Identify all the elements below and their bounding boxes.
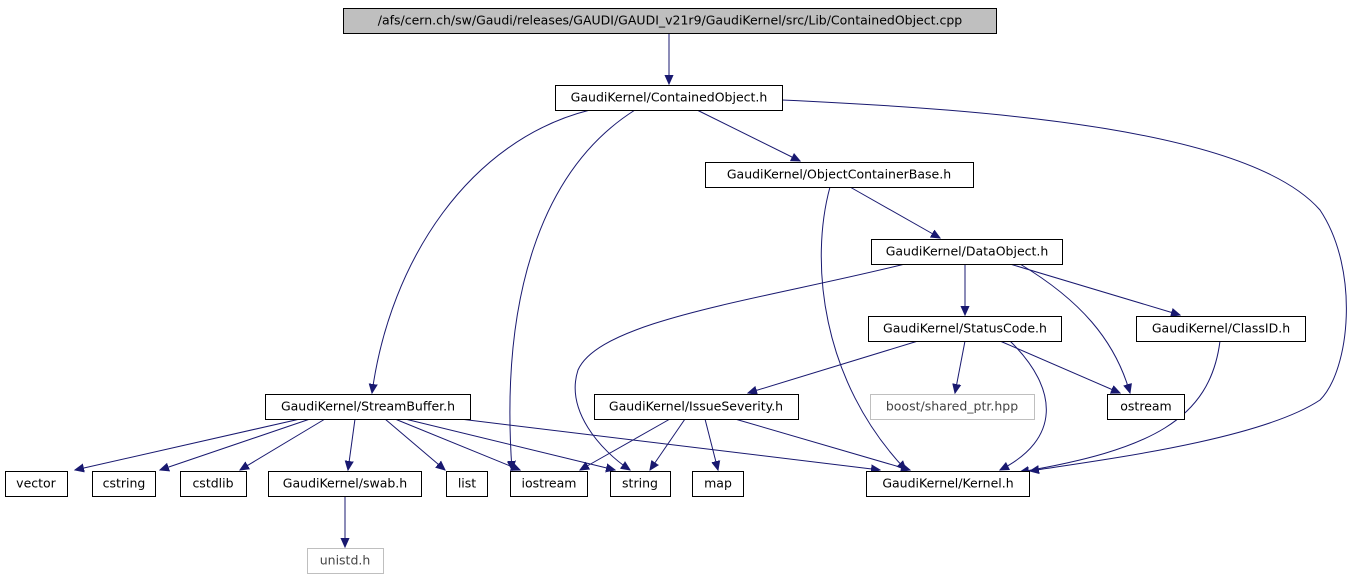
edge xyxy=(820,186,906,470)
node-box xyxy=(446,471,488,497)
node-label: list xyxy=(458,476,476,491)
node-label: string xyxy=(622,476,658,491)
node-label: unistd.h xyxy=(320,553,371,568)
node-box xyxy=(307,548,384,574)
node-label: ostream xyxy=(1120,399,1171,414)
node-box xyxy=(870,394,1035,420)
edge xyxy=(1009,263,1180,315)
edge xyxy=(510,109,636,470)
edge xyxy=(696,109,800,161)
edge xyxy=(75,418,301,470)
node-box xyxy=(510,471,588,497)
node-label: GaudiKernel/StatusCode.h xyxy=(883,321,1047,336)
edge xyxy=(1000,340,1047,470)
node-box xyxy=(594,394,799,420)
edge xyxy=(372,109,591,393)
edge xyxy=(574,263,906,470)
node-label: iostream xyxy=(522,476,577,491)
edge xyxy=(748,340,919,393)
node-label: GaudiKernel/ObjectContainerBase.h xyxy=(727,167,951,182)
node-label: GaudiKernel/Kernel.h xyxy=(882,476,1013,491)
node-box xyxy=(92,471,156,497)
node-box xyxy=(5,471,68,497)
node-label: map xyxy=(704,476,732,491)
edge xyxy=(384,418,445,470)
edge xyxy=(849,186,940,238)
node-label: GaudiKernel/ClassID.h xyxy=(1152,321,1290,336)
node-label: GaudiKernel/DataObject.h xyxy=(886,244,1049,259)
edge xyxy=(704,418,718,470)
edge xyxy=(1020,340,1221,472)
node-label: vector xyxy=(16,476,57,491)
edge xyxy=(580,418,671,470)
edge xyxy=(1019,263,1130,393)
node-box xyxy=(268,471,422,497)
node-label: GaudiKernel/swab.h xyxy=(283,476,407,491)
edge xyxy=(781,99,1347,471)
edge xyxy=(348,418,356,470)
edge xyxy=(734,418,910,470)
node-box xyxy=(1107,394,1185,420)
node-box xyxy=(868,316,1062,342)
edges xyxy=(75,33,1347,547)
node-label: GaudiKernel/IssueSeverity.h xyxy=(609,399,783,414)
node-box xyxy=(555,85,783,111)
edge xyxy=(955,340,966,393)
node-box xyxy=(180,471,247,497)
node-label: /afs/cern.ch/sw/Gaudi/releases/GAUDI/GAU… xyxy=(378,13,963,28)
nodes: /afs/cern.ch/sw/Gaudi/releases/GAUDI/GAU… xyxy=(5,8,1306,574)
node-label: cstring xyxy=(103,476,146,491)
edge xyxy=(240,418,326,470)
node-box xyxy=(610,471,671,497)
node-box xyxy=(265,394,471,420)
node-box xyxy=(705,162,974,188)
node-box xyxy=(692,471,744,497)
node-label: boost/shared_ptr.hpp xyxy=(886,399,1018,414)
node-label: cstdlib xyxy=(192,476,233,491)
edge xyxy=(394,418,520,470)
node-box xyxy=(866,471,1030,497)
edge xyxy=(459,418,880,470)
node-box xyxy=(871,239,1063,265)
edge xyxy=(650,418,686,470)
edge xyxy=(160,418,311,470)
edge xyxy=(999,340,1120,393)
node-box xyxy=(343,8,997,34)
node-box xyxy=(1136,316,1306,342)
node-label: GaudiKernel/StreamBuffer.h xyxy=(281,399,455,414)
node-label: GaudiKernel/ContainedObject.h xyxy=(571,90,768,105)
